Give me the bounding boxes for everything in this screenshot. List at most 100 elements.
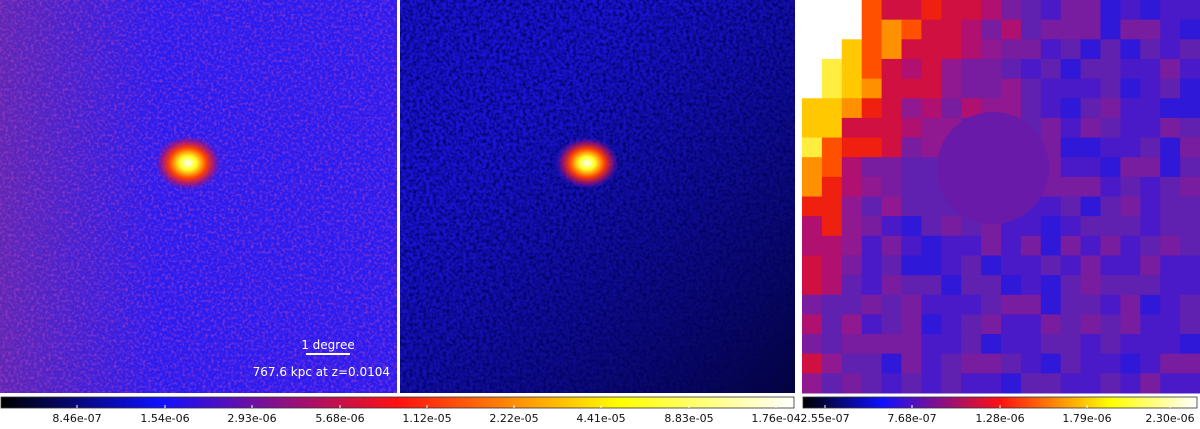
map-pixel <box>1060 98 1082 119</box>
map-pixel <box>901 275 922 296</box>
map-pixel <box>841 353 863 374</box>
map-pixel <box>861 19 883 40</box>
map-pixel <box>1020 314 1042 335</box>
map-pixel <box>981 39 1002 60</box>
map-pixel <box>1180 0 1200 21</box>
map-pixel <box>1180 294 1200 315</box>
map-pixel <box>1040 235 1062 256</box>
map-pixel <box>881 373 902 394</box>
map-pixel <box>1020 255 1042 276</box>
map-pixel <box>1080 235 1101 256</box>
map-pixel <box>1001 58 1022 80</box>
map-pixel <box>1140 117 1161 139</box>
scale-distance: 767.6 kpc at z=0.0104 <box>253 365 390 379</box>
map-pixel <box>1080 78 1101 99</box>
map-pixel <box>1120 176 1141 197</box>
map-panel-2 <box>400 0 795 393</box>
map-pixel <box>921 353 942 374</box>
map-pixel <box>1180 19 1200 40</box>
map-pixel <box>961 0 982 21</box>
map-pixel <box>1120 0 1141 21</box>
map-pixel <box>821 314 843 335</box>
map-pixel <box>901 334 922 355</box>
map-pixel <box>941 314 962 335</box>
map-pixel <box>1180 78 1200 99</box>
colorbar-tick-label: 1.12e-05 <box>402 412 451 425</box>
map-pixel <box>1020 19 1042 40</box>
map-pixel <box>941 0 962 21</box>
map-pixel <box>1160 353 1181 374</box>
source <box>154 135 222 191</box>
map-pixel <box>921 0 942 21</box>
map-pixel <box>1040 196 1062 217</box>
map-pixel <box>1060 39 1082 60</box>
map-pixel <box>881 157 902 178</box>
map-pixel <box>941 255 962 276</box>
map-pixel <box>841 0 863 21</box>
map-pixel <box>821 58 843 80</box>
map-pixel <box>802 196 823 217</box>
map-pixel <box>1160 157 1181 178</box>
map-pixel <box>1160 216 1181 237</box>
map-pixel <box>802 294 823 315</box>
map-pixel <box>1080 0 1101 21</box>
map-pixel <box>861 255 883 276</box>
map-pixel <box>1120 157 1141 178</box>
map-pixel <box>1100 373 1121 394</box>
map-pixel <box>1120 39 1141 60</box>
map-pixel <box>981 19 1002 40</box>
map-pixel <box>1140 196 1161 217</box>
map-pixel <box>1160 255 1181 276</box>
map-pixel <box>1020 78 1042 99</box>
map-pixel <box>841 275 863 296</box>
map-pixel <box>821 137 843 158</box>
map-pixel <box>1100 255 1121 276</box>
colorbar-tick-label: 1.76e-04 <box>751 412 800 425</box>
map-pixel <box>1140 39 1161 60</box>
map-pixel <box>821 255 843 276</box>
map-pixel <box>802 39 823 60</box>
map-pixel <box>1180 353 1200 374</box>
map-pixel <box>841 235 863 256</box>
map-pixel <box>1160 196 1181 217</box>
map-pixel <box>1160 0 1181 21</box>
map-pixel <box>841 78 863 99</box>
map-pixel <box>921 176 942 197</box>
map-pixel <box>1100 314 1121 335</box>
map-pixel <box>941 98 962 119</box>
map-pixel <box>921 314 942 335</box>
map-pixel <box>1040 117 1062 139</box>
map-pixel <box>1120 216 1141 237</box>
colorbar-tick-label: 1.79e-06 <box>1062 412 1111 425</box>
map-pixel <box>841 216 863 237</box>
map-pixel <box>841 117 863 139</box>
map-pixel <box>961 78 982 99</box>
map-pixel <box>961 58 982 80</box>
map-pixel <box>821 373 843 394</box>
map-pixel <box>1100 98 1121 119</box>
map-pixel <box>1080 98 1101 119</box>
map-pixel <box>841 58 863 80</box>
map-pixel <box>901 176 922 197</box>
map-pixel <box>1160 235 1181 256</box>
map-pixel <box>1180 255 1200 276</box>
map-pixel <box>881 137 902 158</box>
map-pixel <box>981 294 1002 315</box>
map-pixel <box>1160 58 1181 80</box>
map-pixel <box>802 157 823 178</box>
map-pixel <box>1100 0 1121 21</box>
map-pixel <box>981 373 1002 394</box>
map-pixel <box>861 0 883 21</box>
map-pixel <box>861 98 883 119</box>
map-pixel <box>1120 275 1141 296</box>
map-pixel <box>921 334 942 355</box>
map-pixel <box>1060 137 1082 158</box>
map-pixel <box>821 294 843 315</box>
map-pixel <box>881 314 902 335</box>
map-pixel <box>1080 373 1101 394</box>
map-pixel <box>1140 294 1161 315</box>
map-pixel <box>841 39 863 60</box>
map-pixel <box>821 216 843 237</box>
map-pixel <box>1160 275 1181 296</box>
